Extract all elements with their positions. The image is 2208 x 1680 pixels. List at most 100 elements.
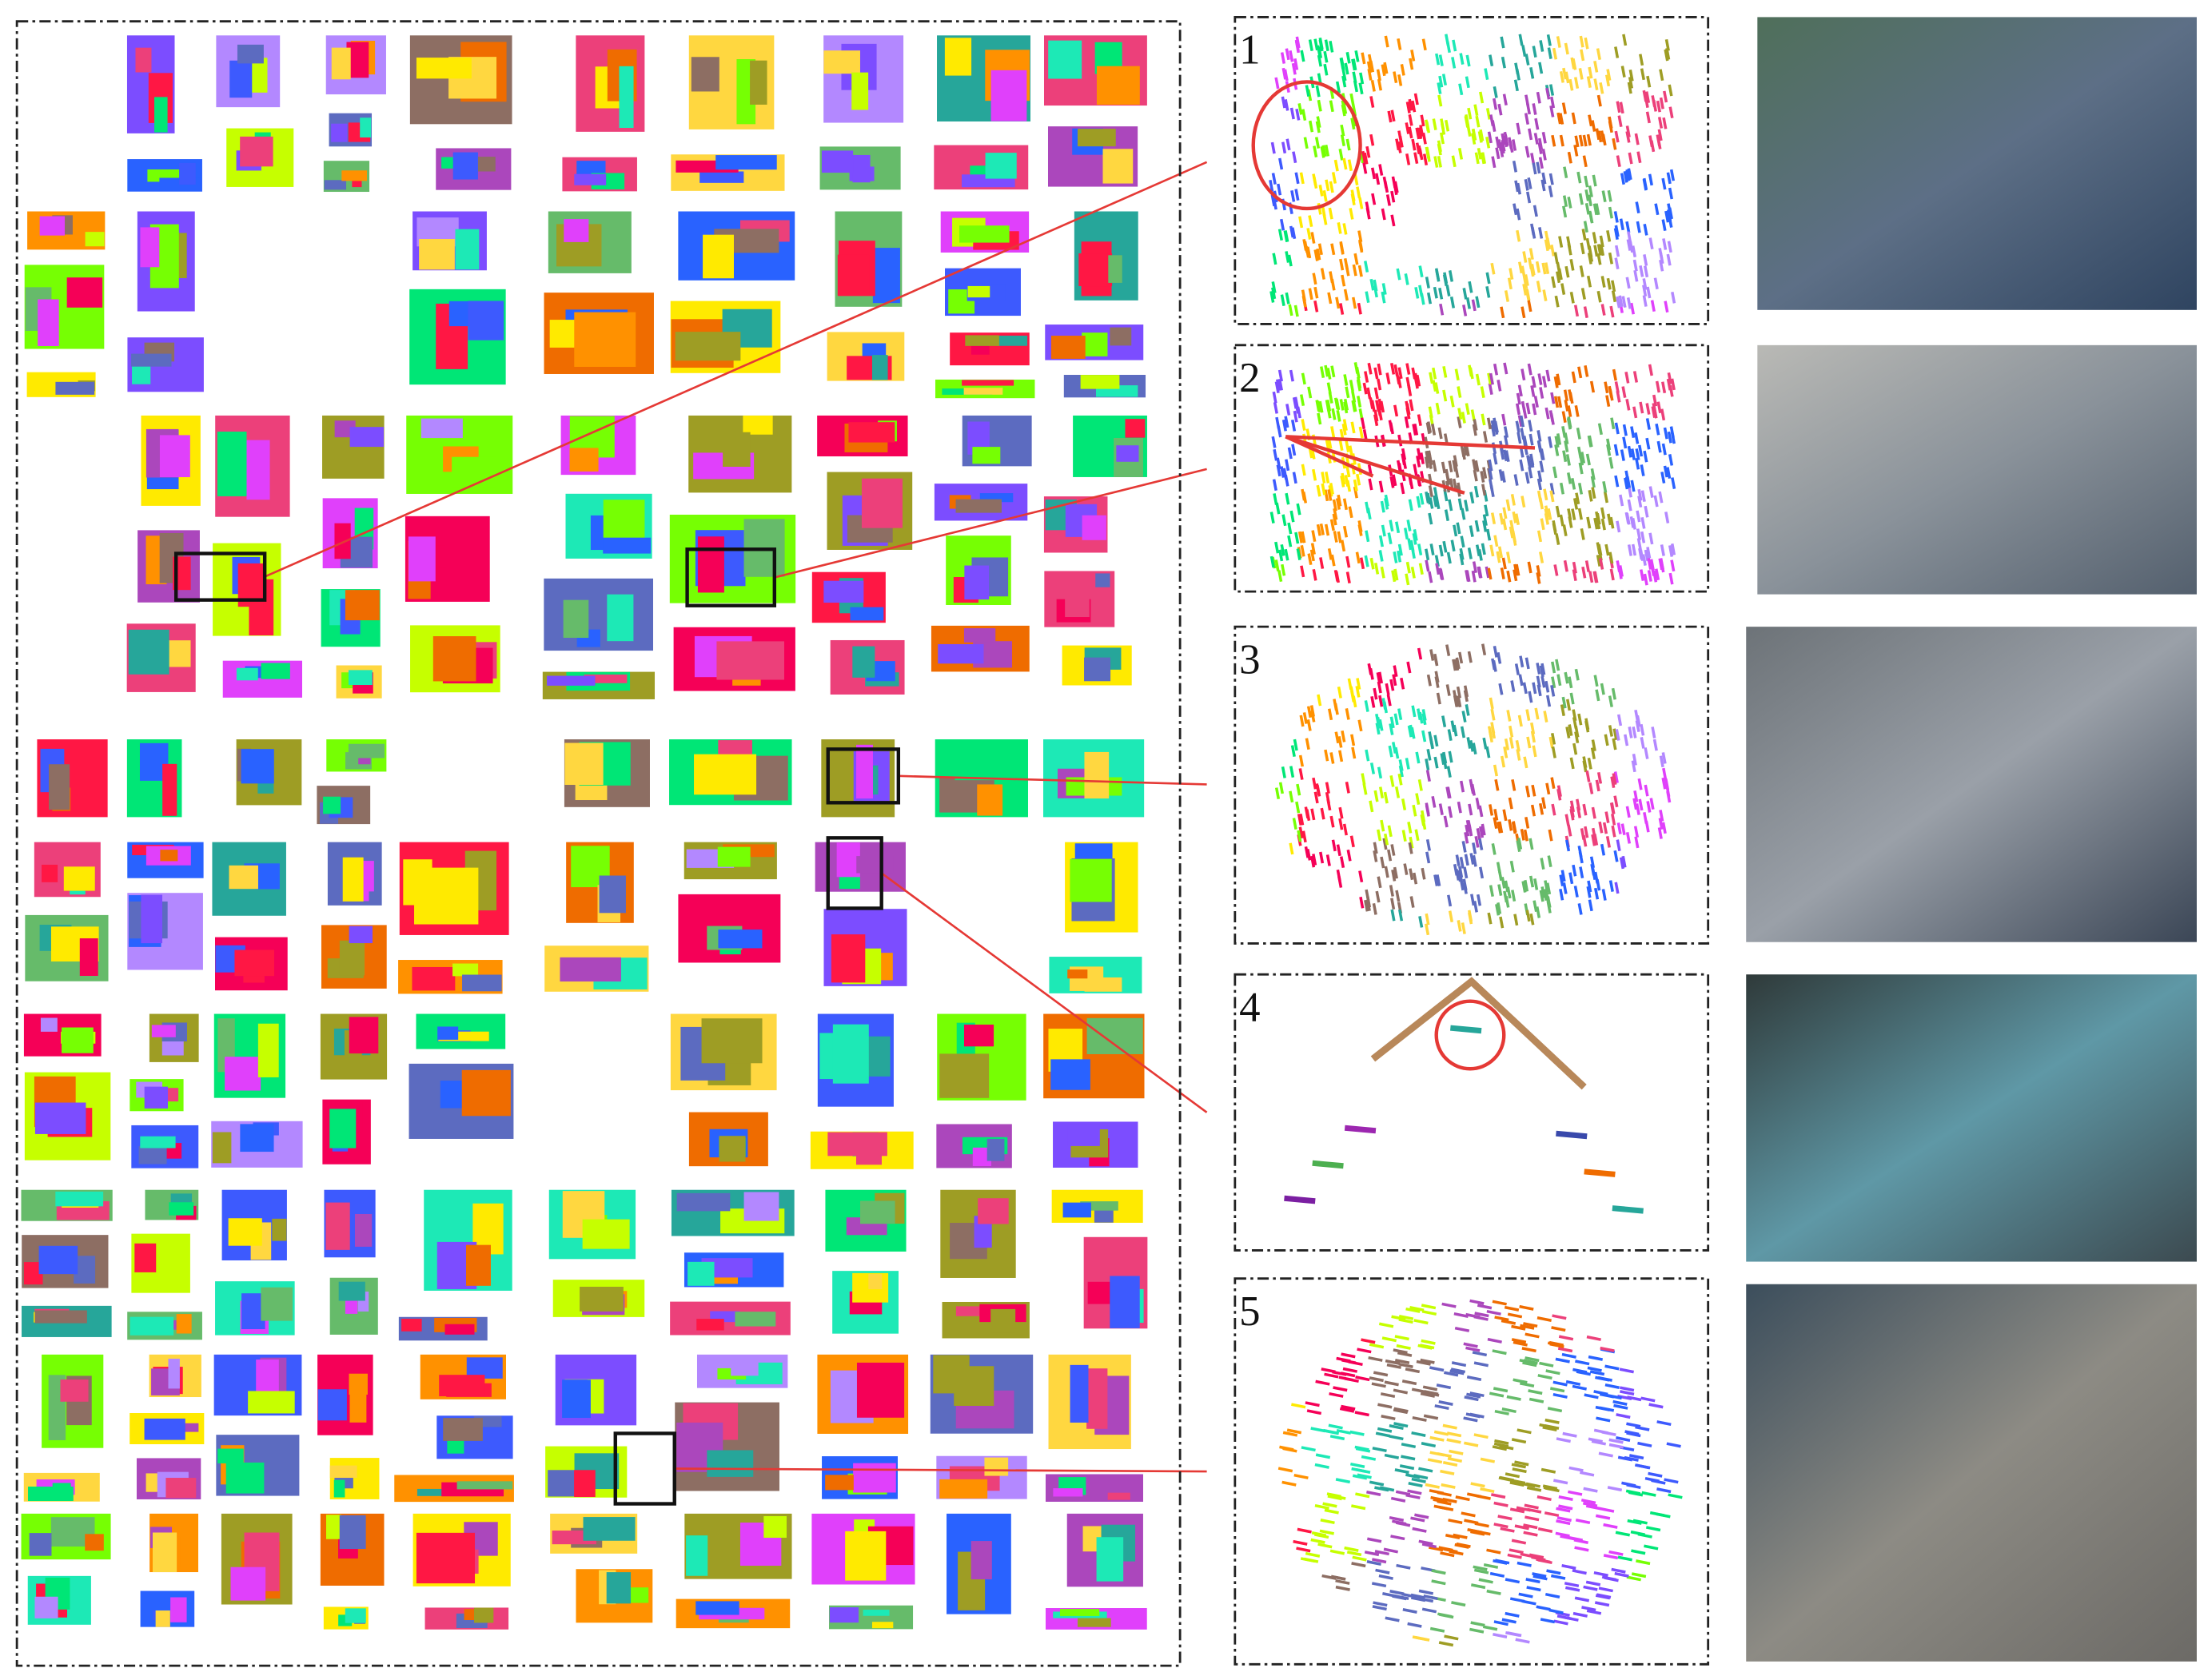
- point-strip: [1425, 1483, 1440, 1489]
- point-strip: [1395, 890, 1401, 902]
- point-strip: [1461, 412, 1466, 424]
- point-strip: [1536, 1316, 1552, 1322]
- point-strip: [1652, 738, 1658, 751]
- point-strip: [1381, 283, 1387, 295]
- point-strip: [1354, 1411, 1369, 1417]
- point-strip: [1568, 872, 1574, 885]
- point-strip: [1284, 1195, 1316, 1204]
- point-strip: [1604, 1383, 1620, 1389]
- point-strip: [1294, 39, 1300, 52]
- roof-segment: [317, 1389, 347, 1421]
- roof-segment: [179, 162, 196, 185]
- point-strip: [1331, 408, 1337, 420]
- point-strip: [1600, 304, 1606, 316]
- point-strip: [1429, 649, 1435, 661]
- roof-segment: [416, 58, 472, 79]
- roof-segment: [719, 1136, 746, 1162]
- point-strip: [1497, 379, 1502, 392]
- point-strip: [1324, 749, 1329, 762]
- point-strip: [1537, 1527, 1553, 1533]
- point-strip: [1433, 874, 1439, 886]
- point-strip: [1604, 74, 1611, 87]
- point-strip: [1514, 1524, 1529, 1531]
- roof-segment: [452, 963, 479, 977]
- point-strip: [1294, 189, 1300, 201]
- point-strip: [1277, 369, 1283, 382]
- point-strip: [1457, 801, 1462, 814]
- point-strip: [1564, 440, 1569, 452]
- point-strip: [1546, 34, 1552, 46]
- point-strip: [1604, 381, 1609, 394]
- point-strip: [1616, 390, 1621, 403]
- point-strip: [1584, 202, 1590, 215]
- point-strip: [1481, 543, 1486, 555]
- roof-segment: [154, 97, 168, 133]
- point-strip: [1592, 203, 1598, 216]
- point-strip: [1315, 783, 1321, 795]
- point-strip: [1327, 292, 1333, 305]
- point-strip: [1401, 1379, 1417, 1386]
- point-strip: [1635, 448, 1640, 460]
- panel-number: 2: [1239, 355, 1260, 401]
- point-strip: [1584, 1168, 1616, 1177]
- point-strip: [1298, 826, 1304, 839]
- point-strip: [1526, 1486, 1542, 1492]
- roof-segment: [349, 926, 373, 944]
- point-strip: [1375, 890, 1381, 903]
- point-strip: [1474, 1312, 1489, 1318]
- point-strip: [1291, 1403, 1306, 1409]
- point-strip: [1345, 571, 1351, 584]
- point-strip: [1514, 513, 1520, 526]
- point-strip: [1312, 777, 1317, 790]
- point-strip: [1509, 1597, 1525, 1603]
- point-strip: [1401, 1443, 1417, 1449]
- point-strip: [1489, 1571, 1505, 1578]
- point-strip: [1657, 117, 1664, 129]
- point-strip: [1441, 74, 1448, 86]
- point-strip: [1279, 1445, 1294, 1451]
- point-strip: [1352, 1555, 1367, 1562]
- roof-segment: [272, 1218, 287, 1241]
- point-strip: [1555, 533, 1560, 545]
- point-strip: [1312, 1160, 1344, 1169]
- point-strip: [1389, 885, 1394, 897]
- point-strip: [1583, 1585, 1598, 1591]
- point-strip: [1504, 290, 1510, 302]
- point-strip: [1545, 695, 1552, 707]
- point-strip: [1630, 448, 1636, 460]
- point-strip: [1424, 456, 1429, 468]
- point-strip: [1479, 129, 1485, 141]
- point-strip: [1632, 754, 1637, 766]
- point-strip: [1391, 742, 1397, 754]
- point-strip: [1636, 221, 1641, 233]
- point-strip: [1414, 1513, 1429, 1519]
- roof-segment: [230, 1567, 266, 1601]
- point-strip: [1567, 472, 1572, 484]
- point-strip: [1528, 1397, 1544, 1403]
- point-strip: [1644, 265, 1649, 278]
- point-strip: [1388, 420, 1393, 432]
- point-strip: [1520, 1324, 1535, 1330]
- point-strip: [1564, 671, 1569, 684]
- point-strip: [1487, 1337, 1502, 1344]
- point-strip: [1568, 676, 1573, 689]
- point-strip: [1447, 1457, 1463, 1463]
- point-strip: [1405, 153, 1411, 165]
- roof-segment: [1082, 332, 1108, 356]
- point-strip: [1450, 1025, 1482, 1034]
- point-strip: [1600, 1346, 1615, 1352]
- point-strip: [1544, 1592, 1560, 1598]
- point-strip: [1613, 771, 1619, 783]
- point-strip: [1561, 1563, 1576, 1570]
- point-strip: [1490, 420, 1496, 432]
- point-strip: [1366, 1560, 1381, 1566]
- point-strip: [1331, 172, 1337, 184]
- point-strip: [1636, 538, 1642, 550]
- point-strip: [1291, 444, 1297, 456]
- point-strip: [1536, 1605, 1551, 1611]
- roof-segment: [603, 500, 645, 546]
- point-strip: [1493, 98, 1498, 110]
- roof-segment: [432, 636, 476, 682]
- point-strip: [1580, 452, 1586, 464]
- point-strip: [1473, 419, 1478, 431]
